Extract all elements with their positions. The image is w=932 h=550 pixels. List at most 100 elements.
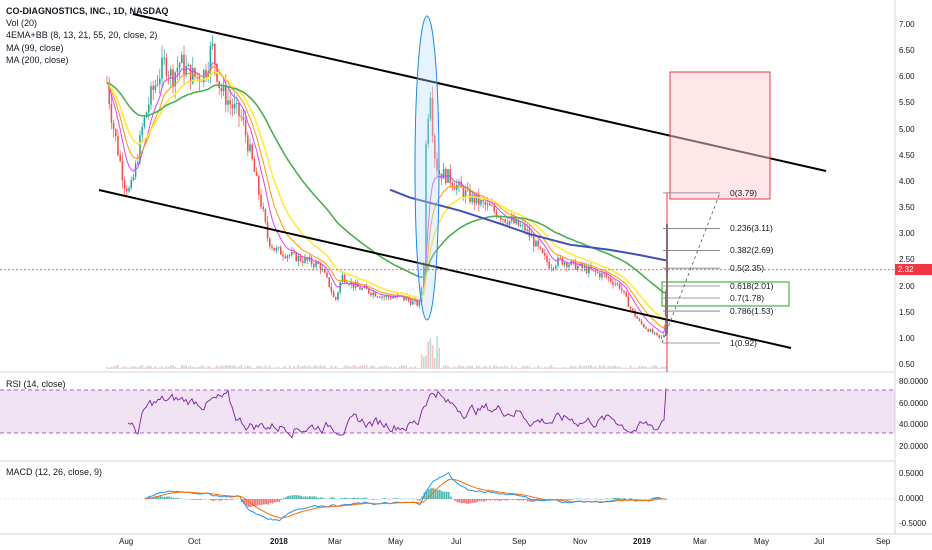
candle-body bbox=[306, 257, 308, 261]
candle-body bbox=[403, 296, 405, 301]
macd-histogram-bar bbox=[315, 497, 318, 499]
volume-bar bbox=[645, 366, 647, 369]
volume-bar bbox=[286, 367, 289, 369]
candle-body bbox=[557, 257, 559, 266]
candle-body bbox=[434, 135, 436, 159]
symbol-title[interactable]: CO-DIAGNOSTICS, INC., 1D, NASDAQ bbox=[6, 6, 169, 16]
candle-body bbox=[196, 76, 198, 78]
candle-body bbox=[610, 278, 612, 282]
volume-bar bbox=[502, 366, 504, 369]
volume-bar bbox=[555, 367, 557, 369]
volume-bar bbox=[343, 365, 346, 369]
candle-body bbox=[141, 126, 143, 136]
candle-body bbox=[251, 144, 253, 160]
candle-body bbox=[227, 100, 229, 105]
volume-bar bbox=[238, 366, 240, 369]
candle-body bbox=[229, 100, 231, 105]
volume-bar bbox=[359, 365, 361, 369]
rsi-band bbox=[0, 390, 895, 433]
candle-body bbox=[647, 328, 649, 332]
candle-body bbox=[394, 296, 396, 298]
macd-histogram-bar bbox=[304, 496, 307, 499]
volume-bar bbox=[383, 366, 385, 369]
volume-bar bbox=[552, 367, 555, 369]
candle-body bbox=[308, 257, 311, 261]
candle-body bbox=[581, 263, 583, 269]
volume-bar bbox=[163, 367, 165, 369]
volume-bar bbox=[409, 366, 412, 369]
candle-body bbox=[561, 258, 564, 265]
macd-label[interactable]: MACD (12, 26, close, 9) bbox=[6, 467, 103, 477]
legend-vol[interactable]: Vol (20) bbox=[6, 18, 38, 29]
macd-histogram-bar bbox=[493, 499, 496, 501]
volume-bar bbox=[317, 366, 319, 369]
volume-bar bbox=[346, 365, 348, 369]
price-tick-label: 0.50 bbox=[899, 359, 915, 369]
price-tick-label: 3.00 bbox=[899, 229, 915, 239]
legend-ma99[interactable]: MA (99, close) bbox=[6, 42, 64, 53]
candle-body bbox=[458, 181, 460, 185]
candle-body bbox=[198, 76, 201, 82]
volume-bar bbox=[436, 335, 438, 369]
macd-histogram-bar bbox=[361, 497, 364, 499]
macd-histogram-bar bbox=[210, 499, 212, 501]
volume-bar bbox=[557, 367, 559, 369]
legend-ma200[interactable]: MA (200, close) bbox=[6, 54, 69, 65]
volume-bar bbox=[106, 366, 108, 369]
volume-bar bbox=[643, 366, 645, 369]
macd-histogram-bar bbox=[364, 497, 366, 499]
macd-histogram-bar bbox=[276, 499, 278, 502]
main-pane bbox=[0, 13, 895, 372]
candle-body bbox=[559, 257, 561, 259]
volume-bar bbox=[583, 365, 586, 369]
macd-histogram-bar bbox=[324, 498, 327, 499]
macd-histogram-bar bbox=[454, 499, 457, 501]
volume-bar bbox=[495, 365, 498, 369]
chart-legend: CO-DIAGNOSTICS, INC., 1D, NASDAQ Vol (20… bbox=[6, 5, 169, 66]
candle-body bbox=[574, 260, 577, 270]
candle-body bbox=[293, 252, 295, 253]
candle-body bbox=[275, 247, 278, 251]
macd-histogram-bar bbox=[227, 499, 230, 500]
candle-body bbox=[150, 86, 152, 105]
volume-bar bbox=[242, 367, 245, 369]
candle-body bbox=[354, 283, 357, 288]
volume-bar bbox=[491, 367, 493, 369]
volume-bar bbox=[654, 365, 656, 369]
volume-bar bbox=[544, 366, 546, 369]
macd-histogram-bar bbox=[476, 499, 479, 503]
price-tick-label: 3.50 bbox=[899, 203, 915, 213]
candle-body bbox=[282, 254, 284, 257]
candle-body bbox=[313, 264, 315, 267]
volume-bar bbox=[592, 367, 594, 369]
volume-bar bbox=[548, 366, 550, 369]
candle-body bbox=[484, 201, 487, 205]
rsi-label[interactable]: RSI (14, close) bbox=[6, 379, 66, 389]
fib-level-label: 0.236(3.11) bbox=[730, 223, 773, 234]
macd-histogram-bar bbox=[441, 491, 443, 499]
volume-bar bbox=[315, 365, 317, 369]
legend-ema-bb[interactable]: 4EMA+BB (8, 13, 21, 55, 20, close, 2) bbox=[6, 30, 158, 41]
candle-body bbox=[332, 291, 335, 298]
volume-bar bbox=[126, 367, 128, 369]
candle-body bbox=[546, 255, 548, 262]
candle-body bbox=[627, 296, 630, 308]
volume-bar bbox=[192, 366, 194, 369]
macd-histogram-bar bbox=[634, 499, 637, 500]
volume-bar bbox=[590, 365, 592, 369]
fib-level-label: 0.382(2.69) bbox=[730, 245, 774, 256]
volume-bar bbox=[361, 365, 363, 369]
macd-histogram-bar bbox=[540, 499, 542, 501]
candle-body bbox=[541, 248, 544, 254]
macd-histogram-bar bbox=[260, 499, 263, 505]
volume-bar bbox=[123, 366, 126, 369]
volume-bar bbox=[121, 366, 124, 369]
macd-histogram-bar bbox=[515, 499, 518, 501]
macd-histogram-bar bbox=[333, 497, 336, 499]
volume-bar bbox=[440, 367, 443, 369]
candle-body bbox=[475, 195, 478, 204]
macd-histogram-bar bbox=[166, 496, 168, 499]
candle-body bbox=[119, 154, 121, 162]
candle-body bbox=[335, 297, 337, 300]
